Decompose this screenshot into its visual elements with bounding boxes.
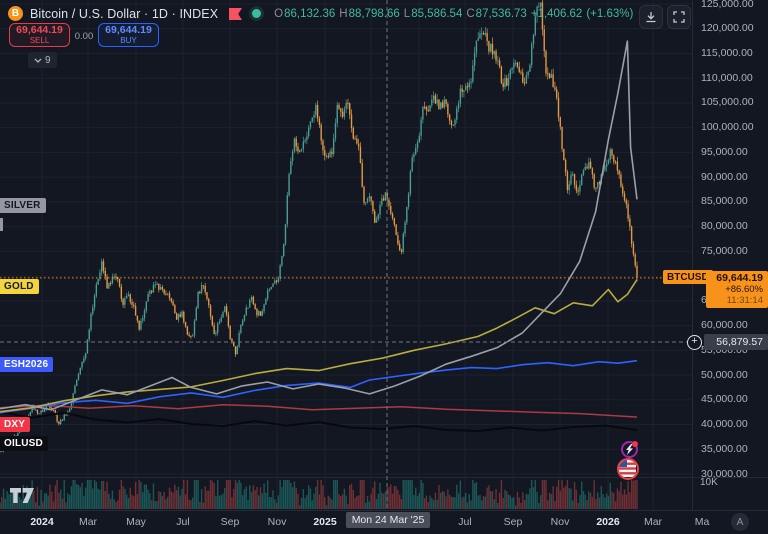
price-tick: 85,000.00 <box>701 195 748 208</box>
notification-dot <box>632 441 638 447</box>
market-open-dot-icon <box>252 9 262 18</box>
crosshair-plus-icon[interactable]: + <box>687 334 702 350</box>
compare-line-esh2026[interactable] <box>0 359 638 414</box>
time-tick: Jul <box>458 516 472 528</box>
chart-toolbar <box>639 5 691 29</box>
price-tick: 95,000.00 <box>701 145 748 158</box>
volume-axis-tick: 10K <box>700 477 718 488</box>
fullscreen-icon <box>673 11 685 23</box>
time-tick: Ma <box>694 516 710 528</box>
collapsed-indicators-chip[interactable]: 9 <box>28 52 57 68</box>
us-flag-event-badge[interactable] <box>617 458 639 480</box>
label-sliver <box>0 218 3 231</box>
price-tick: 35,000.00 <box>701 442 748 455</box>
time-tick: Jul <box>176 516 190 528</box>
compare-line-gold[interactable] <box>0 279 638 413</box>
btcusd-price-label: 69,644.19 +86.60% 11:31:14 <box>706 271 768 309</box>
time-tick: Sep <box>503 516 523 528</box>
bitcoin-logo-icon: B <box>8 6 23 21</box>
ohlc-readout: O 86,132.36 H 88,798.66 L 85,586.54 C 87,536… <box>274 8 633 20</box>
compare-line-oilusd[interactable] <box>0 410 638 432</box>
compare-label-oilusd[interactable]: OILUSD <box>0 435 48 451</box>
open-label: O <box>274 7 284 20</box>
buy-label: BUY <box>120 36 137 45</box>
last-price: 69,644.19 <box>716 272 763 285</box>
crosshair-price-label: 56,879.57 <box>704 334 768 350</box>
open-value: 86,132.36 <box>284 7 336 20</box>
sell-label: SELL <box>29 36 50 45</box>
time-tick: Nov <box>267 516 287 528</box>
price-tick: 40,000.00 <box>701 418 748 431</box>
us-flag-icon <box>619 460 636 477</box>
indicator-count: 9 <box>45 54 51 66</box>
price-tick: 110,000.00 <box>701 71 753 84</box>
compare-label-dxy[interactable]: DXY <box>0 416 31 432</box>
tradingview-logo[interactable] <box>10 488 37 509</box>
price-tick: 90,000.00 <box>701 170 748 183</box>
time-tick: Sep <box>220 516 240 528</box>
download-button[interactable] <box>639 5 663 29</box>
price-tick: 60,000.00 <box>701 319 748 332</box>
fullscreen-button[interactable] <box>667 5 691 29</box>
time-tick: Mar <box>643 516 663 528</box>
high-value: 88,798.66 <box>348 7 400 20</box>
compare-label-esh2026[interactable]: ESH2026 <box>0 356 54 372</box>
time-tick: 2026 <box>596 516 620 528</box>
change-percent-badge: +86.60% <box>725 284 763 296</box>
low-value: 85,586.54 <box>411 7 463 20</box>
buy-button[interactable]: 69,644.19 BUY <box>98 23 159 47</box>
close-label: C <box>466 7 475 20</box>
low-label: L <box>403 7 411 20</box>
price-tick: 100,000.00 <box>701 121 754 134</box>
compare-line-dxy[interactable] <box>0 403 638 418</box>
price-tick: 45,000.00 <box>701 393 748 406</box>
spread-value: 0.00 <box>74 31 94 42</box>
flag-bookmark-icon[interactable] <box>229 7 243 20</box>
price-tick: 30,000.00 <box>701 467 748 480</box>
time-tick: 2024 <box>30 516 54 528</box>
crosshair-date-label: Mon 24 Mar '25 <box>346 512 430 528</box>
close-value: 87,536.73 <box>475 7 527 20</box>
time-tick: 2025 <box>313 516 337 528</box>
sell-button[interactable]: 69,644.19 SELL <box>9 23 70 47</box>
change-value: +1,406.62 <box>530 7 583 20</box>
download-icon <box>646 12 656 23</box>
symbol-title[interactable]: Bitcoin / U.S. Dollar · 1D · INDEX <box>30 6 219 21</box>
lightning-icon <box>626 444 633 455</box>
chart-header: B Bitcoin / U.S. Dollar · 1D · INDEX O 86… <box>8 6 633 21</box>
avatar[interactable]: A <box>731 513 749 531</box>
price-tick: 80,000.00 <box>701 220 748 233</box>
time-tick: Nov <box>550 516 570 528</box>
price-tick: 50,000.00 <box>701 368 748 381</box>
price-tick: 75,000.00 <box>701 244 748 257</box>
compare-label-silver[interactable]: SILVER <box>0 197 46 213</box>
price-tick: 105,000.00 <box>701 96 754 109</box>
compare-line-silver[interactable] <box>0 40 638 411</box>
flash-event-badge[interactable] <box>621 441 638 458</box>
btcusd-series-tag[interactable]: BTCUSD <box>663 270 713 285</box>
chevron-down-icon <box>34 58 42 63</box>
time-tick: May <box>126 516 146 528</box>
price-tick: 125,000.00 <box>701 0 754 10</box>
compare-label-gold[interactable]: GOLD <box>0 278 39 294</box>
time-tick: Mar <box>78 516 98 528</box>
change-percent: (+1.63%) <box>586 7 634 20</box>
bar-countdown: 11:31:14 <box>726 294 763 306</box>
price-tick: 115,000.00 <box>701 46 753 59</box>
high-label: H <box>339 7 348 20</box>
order-panel: 69,644.19 SELL 0.00 69,644.19 BUY <box>9 23 159 47</box>
price-tick: 120,000.00 <box>701 22 754 35</box>
price-axis[interactable]: 125,000.00 120,000.00 115,000.00 110,000.00… <box>692 0 768 510</box>
buy-price: 69,644.19 <box>105 24 152 36</box>
sell-price: 69,644.19 <box>16 24 63 36</box>
